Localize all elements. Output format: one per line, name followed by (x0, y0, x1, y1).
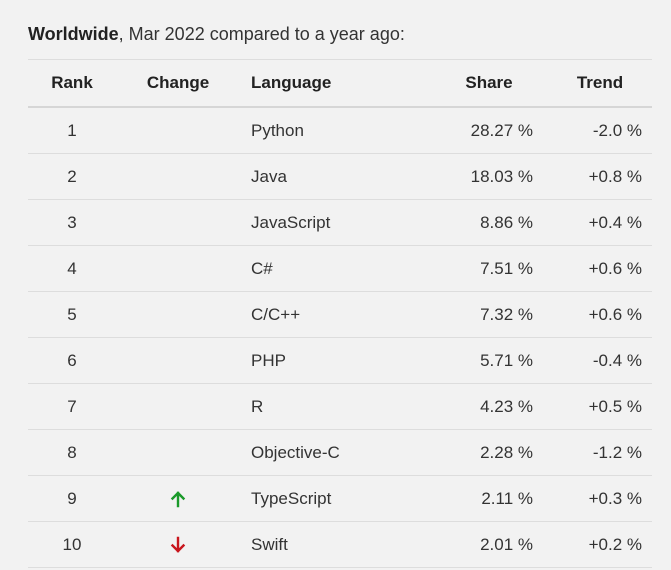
cell-share: 4.23 % (410, 383, 544, 430)
language-ranking-table: Rank Change Language Share Trend 1 Python… (28, 59, 652, 568)
table-row: 10 Swift 2.01 % +0.2 % (28, 521, 652, 568)
header-trend: Trend (544, 59, 652, 108)
cell-trend: -1.2 % (544, 429, 652, 476)
cell-change (116, 383, 240, 430)
cell-language: Java (240, 153, 410, 200)
header-rank: Rank (28, 59, 116, 108)
table-row: 8 Objective-C 2.28 % -1.2 % (28, 429, 652, 476)
table-body: 1 Python 28.27 % -2.0 % 2 Java 18.03 % +0.8 % 3 J… (28, 107, 652, 568)
header-share: Share (410, 59, 544, 108)
header-language: Language (240, 59, 410, 108)
cell-change (116, 337, 240, 384)
cell-share: 5.71 % (410, 337, 544, 384)
arrow-up-icon (170, 490, 186, 508)
caption-region: Worldwide (28, 24, 119, 44)
header-change: Change (116, 59, 240, 108)
caption-period: , Mar 2022 compared to a year ago: (118, 24, 405, 44)
cell-share: 7.51 % (410, 245, 544, 292)
table-row: 3 JavaScript 8.86 % +0.4 % (28, 199, 652, 246)
cell-language: C# (240, 245, 410, 292)
cell-rank: 3 (28, 199, 116, 246)
cell-language: Swift (240, 521, 410, 568)
cell-rank: 7 (28, 383, 116, 430)
cell-share: 2.11 % (410, 475, 544, 522)
cell-change (116, 199, 240, 246)
cell-change (116, 429, 240, 476)
ranking-caption: Worldwide, Mar 2022 compared to a year a… (28, 22, 405, 46)
cell-share: 2.01 % (410, 521, 544, 568)
cell-rank: 5 (28, 291, 116, 338)
cell-trend: +0.4 % (544, 199, 652, 246)
cell-trend: +0.3 % (544, 475, 652, 522)
cell-trend: -0.4 % (544, 337, 652, 384)
cell-language: Python (240, 107, 410, 154)
table-row: 9 TypeScript 2.11 % +0.3 % (28, 475, 652, 522)
cell-share: 8.86 % (410, 199, 544, 246)
cell-change (116, 475, 240, 522)
cell-trend: +0.6 % (544, 245, 652, 292)
table-row: 5 C/C++ 7.32 % +0.6 % (28, 291, 652, 338)
cell-language: R (240, 383, 410, 430)
cell-rank: 1 (28, 107, 116, 154)
cell-share: 7.32 % (410, 291, 544, 338)
cell-rank: 8 (28, 429, 116, 476)
cell-language: PHP (240, 337, 410, 384)
cell-trend: +0.2 % (544, 521, 652, 568)
cell-rank: 10 (28, 521, 116, 568)
table-row: 6 PHP 5.71 % -0.4 % (28, 337, 652, 384)
cell-trend: -2.0 % (544, 107, 652, 154)
arrow-down-icon (170, 536, 186, 554)
table-header-row: Rank Change Language Share Trend (28, 59, 652, 108)
table-row: 2 Java 18.03 % +0.8 % (28, 153, 652, 200)
cell-language: C/C++ (240, 291, 410, 338)
cell-share: 28.27 % (410, 107, 544, 154)
table-row: 4 C# 7.51 % +0.6 % (28, 245, 652, 292)
cell-change (116, 291, 240, 338)
cell-change (116, 245, 240, 292)
cell-share: 2.28 % (410, 429, 544, 476)
cell-trend: +0.6 % (544, 291, 652, 338)
cell-change (116, 107, 240, 154)
cell-rank: 4 (28, 245, 116, 292)
cell-change (116, 521, 240, 568)
cell-share: 18.03 % (410, 153, 544, 200)
cell-trend: +0.8 % (544, 153, 652, 200)
cell-rank: 9 (28, 475, 116, 522)
cell-language: Objective-C (240, 429, 410, 476)
cell-trend: +0.5 % (544, 383, 652, 430)
cell-rank: 2 (28, 153, 116, 200)
cell-change (116, 153, 240, 200)
cell-language: JavaScript (240, 199, 410, 246)
table-row: 7 R 4.23 % +0.5 % (28, 383, 652, 430)
cell-language: TypeScript (240, 475, 410, 522)
table-row: 1 Python 28.27 % -2.0 % (28, 107, 652, 154)
cell-rank: 6 (28, 337, 116, 384)
